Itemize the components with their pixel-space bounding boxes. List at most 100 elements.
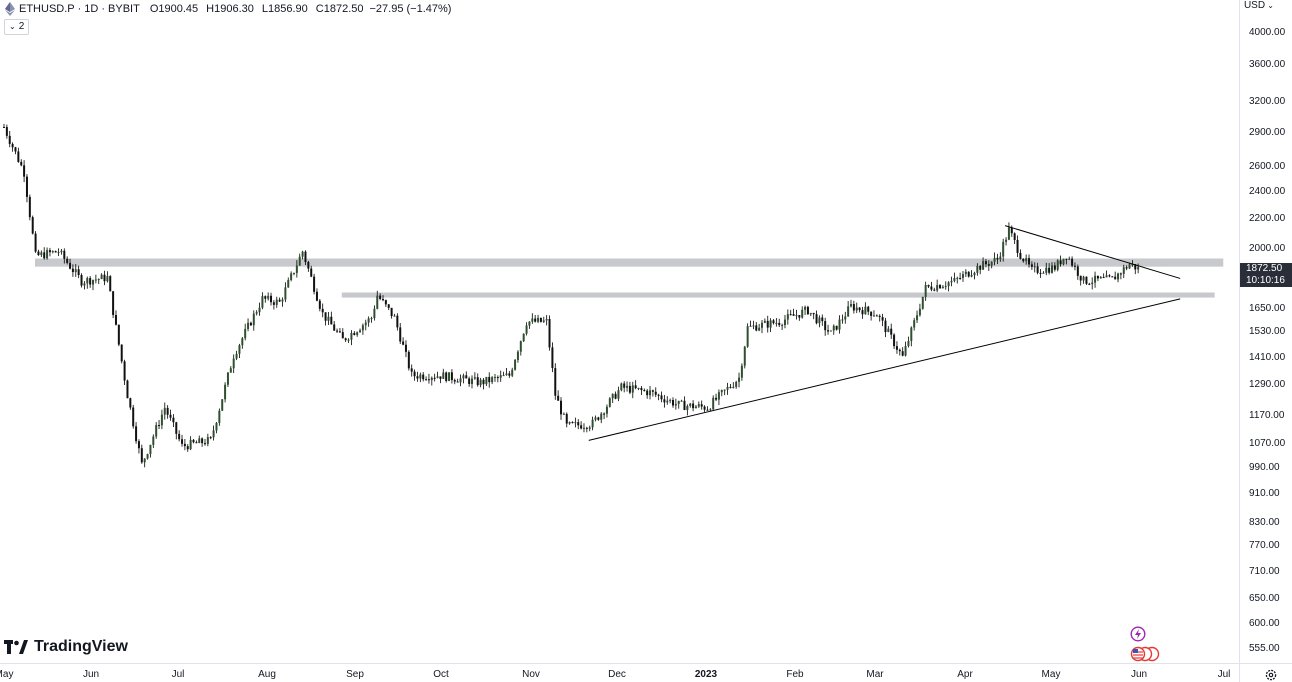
candle — [413, 369, 416, 381]
candle — [623, 381, 626, 393]
candle-body-up — [1105, 275, 1108, 278]
trendline[interactable] — [1004, 225, 1181, 279]
candle-body-down — [1071, 258, 1074, 266]
candle — [924, 281, 927, 301]
candle-body-up — [511, 369, 514, 376]
us-flag-icon[interactable] — [1128, 646, 1162, 662]
candle-body-up — [224, 384, 227, 400]
candle-body-down — [1114, 276, 1117, 280]
candle — [1096, 275, 1099, 282]
candle-body-up — [97, 279, 100, 281]
candle-body-down — [270, 295, 273, 303]
candle-body-up — [887, 328, 890, 333]
candle — [806, 305, 809, 315]
indicators-toggle-button[interactable]: ⌄ 2 — [4, 19, 30, 35]
candle — [671, 397, 674, 408]
candle — [66, 256, 69, 265]
candle-body-up — [712, 397, 715, 410]
candle-body-down — [979, 265, 982, 270]
candle — [206, 433, 209, 447]
trendline[interactable] — [588, 298, 1181, 441]
candle — [649, 386, 652, 400]
candle — [1053, 262, 1056, 272]
candle — [783, 315, 786, 329]
candle-body-up — [588, 427, 591, 429]
candle — [571, 421, 574, 424]
price-axis-label: 1170.00 — [1249, 409, 1285, 421]
candle-body-up — [976, 265, 979, 273]
price-zone[interactable] — [341, 292, 1215, 298]
candle — [548, 315, 551, 351]
candle-body-down — [893, 334, 896, 347]
legend-interval[interactable]: 1D — [84, 3, 99, 15]
candle-body-up — [761, 322, 763, 328]
candle-body-up — [666, 400, 669, 403]
candle-body-down — [114, 315, 117, 325]
candle — [694, 405, 697, 409]
candle-body-down — [881, 317, 884, 321]
candle-body-down — [321, 308, 324, 313]
candle-body-up — [795, 315, 798, 317]
candle — [69, 258, 72, 270]
candle — [298, 253, 301, 266]
chevron-down-icon: ⌄ — [1265, 1, 1274, 10]
candle-body-up — [238, 345, 241, 354]
candle-body-up — [594, 417, 597, 420]
candle-body-down — [878, 315, 881, 318]
candle-body-up — [904, 346, 907, 356]
candle-body-down — [450, 372, 453, 381]
candle-body-up — [841, 319, 844, 321]
candle — [359, 328, 362, 333]
candle-body-down — [1108, 275, 1111, 277]
price-axis-label: 2600.00 — [1249, 160, 1286, 172]
candle — [86, 276, 89, 289]
candle — [442, 368, 445, 379]
candle — [468, 376, 471, 387]
indicators-count: 2 — [18, 21, 25, 32]
candle — [640, 386, 643, 395]
candle-body-down — [560, 400, 563, 415]
candle — [376, 290, 379, 310]
candle-body-up — [531, 318, 534, 322]
candle-body-up — [1137, 266, 1140, 270]
legend-open-key: O — [149, 3, 159, 15]
candle — [568, 421, 571, 425]
candle — [508, 370, 511, 378]
candle — [614, 391, 617, 400]
candle-body-down — [1019, 252, 1022, 259]
lightning-event-icon[interactable] — [1130, 626, 1146, 642]
candle — [364, 319, 367, 331]
candle — [872, 310, 875, 317]
candle-body-down — [129, 398, 132, 408]
candle-body-up — [990, 261, 993, 266]
candle-body-up — [442, 372, 445, 379]
candle — [402, 337, 405, 346]
currency-label: USD — [1243, 0, 1266, 11]
candle-body-down — [603, 413, 606, 415]
candle-body-down — [433, 377, 436, 379]
candle-body-down — [671, 399, 674, 406]
candle — [766, 315, 769, 333]
candle-body-down — [465, 375, 468, 379]
candle-body-down — [416, 376, 419, 379]
time-axis-label: Dec — [608, 669, 626, 680]
ethereum-icon — [4, 2, 19, 16]
currency-menu-button[interactable]: USD ⌄ — [1244, 0, 1274, 12]
legend-symbol[interactable]: ETHUSD.P — [19, 3, 75, 15]
candle-body-down — [313, 276, 316, 292]
candle — [63, 248, 66, 264]
gear-icon[interactable] — [1264, 668, 1278, 682]
price-axis-label: 2200.00 — [1249, 212, 1286, 224]
candle-body-down — [203, 443, 206, 445]
candle — [361, 323, 364, 335]
candle-body-up — [215, 422, 218, 431]
candle — [697, 401, 700, 408]
candle — [634, 380, 637, 390]
candle — [160, 409, 163, 430]
candle — [801, 306, 804, 319]
price-zone[interactable] — [35, 258, 1224, 267]
candle-body-down — [445, 372, 448, 381]
candle-body-up — [1117, 273, 1120, 280]
